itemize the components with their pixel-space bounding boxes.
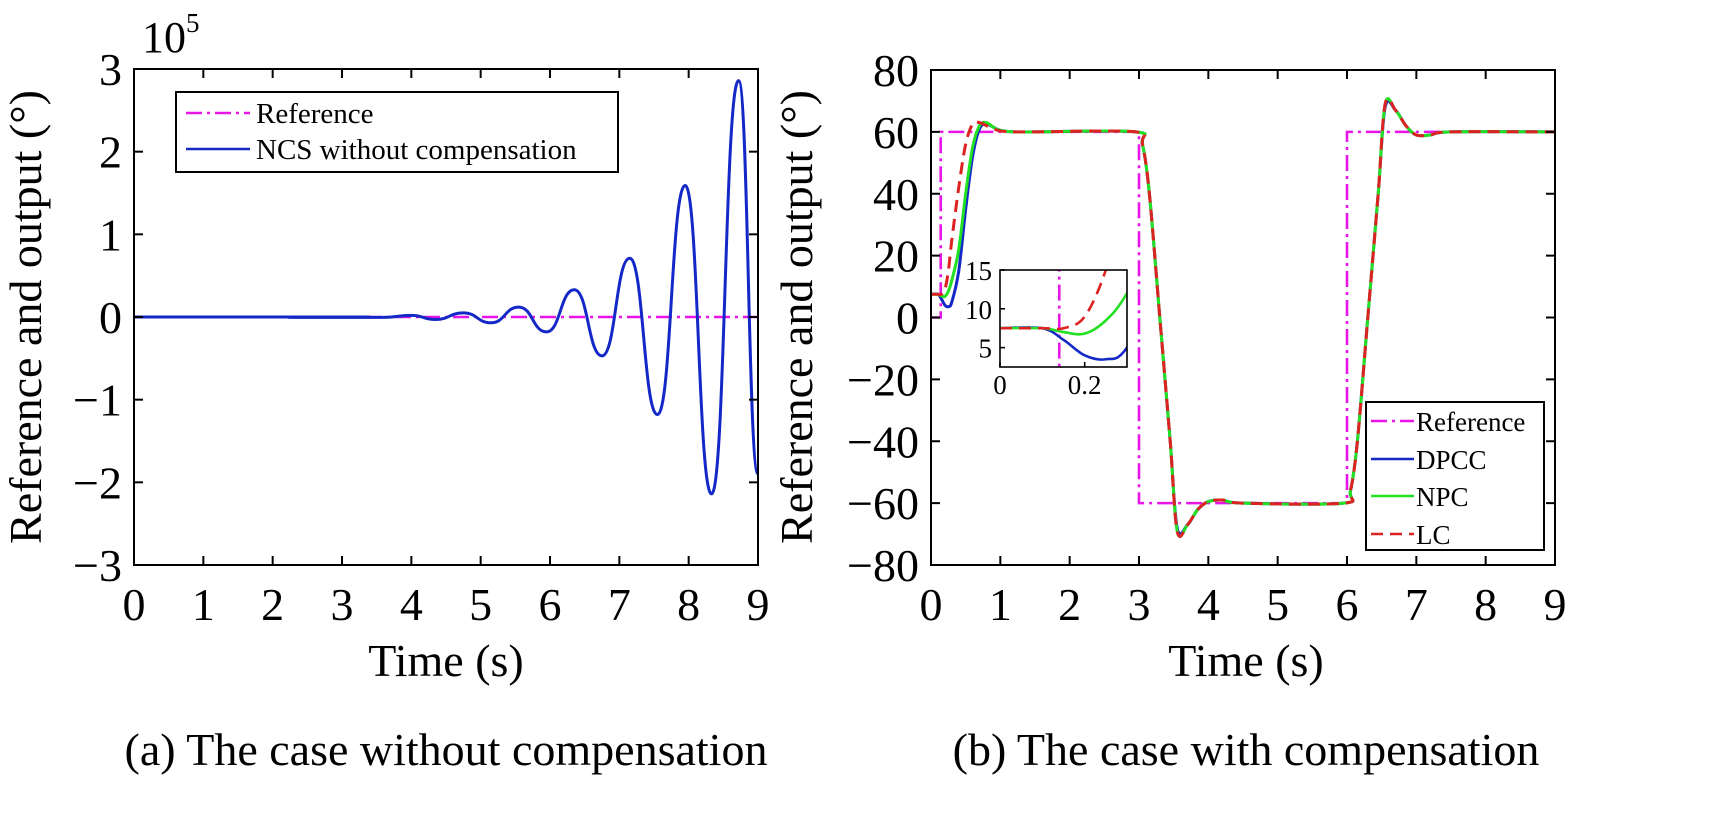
x-tick-label: 7: [608, 579, 631, 630]
x-tick-label: 6: [539, 579, 562, 630]
legend-b: Reference DPCC NPC LC: [1365, 401, 1545, 551]
x-axis-label: Time (s): [368, 635, 524, 686]
inset-y-tick-label: 10: [965, 295, 992, 325]
x-tick-label: 2: [261, 579, 284, 630]
inset-background: [1000, 270, 1127, 367]
y-tick-label: 3: [99, 44, 122, 95]
inset-y-tick-label: 15: [965, 256, 992, 286]
legend-label: LC: [1416, 520, 1451, 550]
y-multiplier: 105: [142, 8, 200, 62]
series-reference-line: [931, 130, 1555, 505]
caption-a: (a) The case without compensation: [125, 724, 768, 775]
series-lc-line: [931, 97, 1555, 538]
y-tick-label: −3: [73, 540, 122, 591]
legend-a: Reference NCS without compensation: [175, 91, 619, 173]
y-tick-label: −1: [73, 375, 122, 426]
x-tick-label: 7: [1405, 579, 1428, 630]
series-ncs-line: [134, 79, 758, 496]
x-tick-label: 0: [123, 579, 146, 630]
inset-plot: 0 0.2 15 10 5: [965, 256, 1128, 400]
legend-label: Reference: [1416, 407, 1525, 437]
y-tick-label: 0: [99, 292, 122, 343]
inset-frame: [999, 269, 1128, 368]
y-tick-label: −40: [847, 416, 919, 467]
x-tick-label: 4: [1197, 579, 1220, 630]
y-tick-label: 60: [873, 107, 919, 158]
x-tick-label: 9: [747, 579, 770, 630]
y-tick-label: −80: [847, 540, 919, 591]
x-tick-label: 4: [400, 579, 423, 630]
y-multiplier-exp: 5: [186, 8, 200, 38]
y-axis-label: Reference and output (°): [0, 90, 51, 544]
y-axis-label: Reference and output (°): [771, 90, 822, 544]
legend-box: [175, 91, 619, 173]
caption-b: (b) The case with compensation: [953, 724, 1540, 775]
x-tick-label: 3: [1128, 579, 1151, 630]
x-tick-label: 9: [1544, 579, 1567, 630]
legend-label: NCS without compensation: [256, 134, 577, 166]
x-tick-label: 5: [1266, 579, 1289, 630]
y-tick-label: −2: [73, 457, 122, 508]
x-axis-label: Time (s): [1168, 635, 1324, 686]
legend-label: NPC: [1416, 482, 1469, 512]
x-tick-label: 1: [192, 579, 215, 630]
legend-label: Reference: [256, 98, 374, 130]
x-tick-label: 0: [920, 579, 943, 630]
x-tick-label: 3: [331, 579, 354, 630]
x-tick-label: 1: [989, 579, 1012, 630]
y-tick-label: −20: [847, 354, 919, 405]
y-tick-label: −60: [847, 478, 919, 529]
y-tick-label: 2: [99, 127, 122, 178]
y-tick-label: 40: [873, 169, 919, 220]
inset-x-tick-label: 0: [993, 370, 1007, 400]
x-tick-label: 6: [1336, 579, 1359, 630]
y-tick-label: 0: [896, 293, 919, 344]
y-multiplier-base: 10: [142, 13, 186, 62]
y-tick-label: 1: [99, 209, 122, 260]
y-tick-label: 80: [873, 45, 919, 96]
legend-box: [1365, 401, 1545, 551]
x-tick-label: 2: [1058, 579, 1081, 630]
y-tick-label: 20: [873, 231, 919, 282]
inset-y-tick-label: 5: [979, 334, 993, 364]
x-tick-label: 5: [469, 579, 492, 630]
x-tick-label: 8: [677, 579, 700, 630]
inset-lc-line: [1000, 270, 1108, 331]
legend-label: DPCC: [1416, 445, 1487, 475]
x-tick-label: 8: [1474, 579, 1497, 630]
inset-x-tick-label: 0.2: [1068, 370, 1102, 400]
